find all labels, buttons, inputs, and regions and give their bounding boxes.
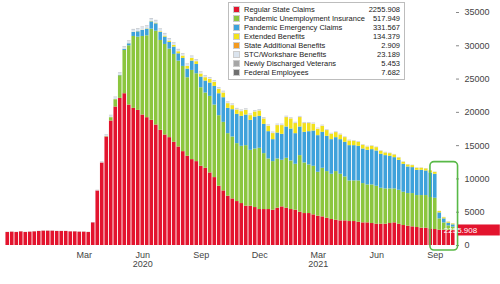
html-text:Pandemic Unemployment Insuranc: Pandemic Unemployment Insurance <box>244 14 365 23</box>
svg-text:Sep: Sep <box>193 250 209 260</box>
html-text:2255.908: 2255.908 <box>368 5 400 14</box>
svg-text:20000: 20000 <box>465 107 490 117</box>
html-text:517.949: 517.949 <box>372 14 400 23</box>
html-text:Federal Employees: Federal Employees <box>244 68 309 77</box>
svg-text:Jun2020: Jun2020 <box>133 250 153 269</box>
html-text:2.909: 2.909 <box>381 41 400 50</box>
html-text:5.453: 5.453 <box>381 59 400 68</box>
svg-text:30000: 30000 <box>465 41 490 51</box>
svg-text:2255.908: 2255.908 <box>444 226 478 235</box>
html-text:331.567: 331.567 <box>372 23 400 32</box>
svg-text:Mar: Mar <box>77 250 93 260</box>
svg-text:Dec: Dec <box>252 250 269 260</box>
svg-text:Sep: Sep <box>427 250 443 260</box>
svg-text:15000: 15000 <box>465 141 490 151</box>
html-text:23.189: 23.189 <box>377 50 400 59</box>
html-text:Pandemic Emergency Claims: Pandemic Emergency Claims <box>244 23 343 32</box>
html-text:7.682: 7.682 <box>381 68 400 77</box>
html-text:Newly Discharged Veterans: Newly Discharged Veterans <box>244 59 337 68</box>
svg-text:5000: 5000 <box>465 207 485 217</box>
svg-text:10000: 10000 <box>465 174 490 184</box>
html-text:State Additional Benefits: State Additional Benefits <box>244 41 326 50</box>
svg-text:35000: 35000 <box>465 7 490 17</box>
html-text:Regular State Claims: Regular State Claims <box>244 5 315 14</box>
html-text:STC/Workshare Benefits: STC/Workshare Benefits <box>244 50 327 59</box>
svg-text:Jun: Jun <box>369 250 384 260</box>
svg-text:0: 0 <box>465 240 470 250</box>
svg-text:Mar2021: Mar2021 <box>308 250 328 269</box>
html-text:Extended Benefits: Extended Benefits <box>244 32 305 41</box>
html-text:134.379: 134.379 <box>372 32 400 41</box>
svg-text:25000: 25000 <box>465 74 490 84</box>
